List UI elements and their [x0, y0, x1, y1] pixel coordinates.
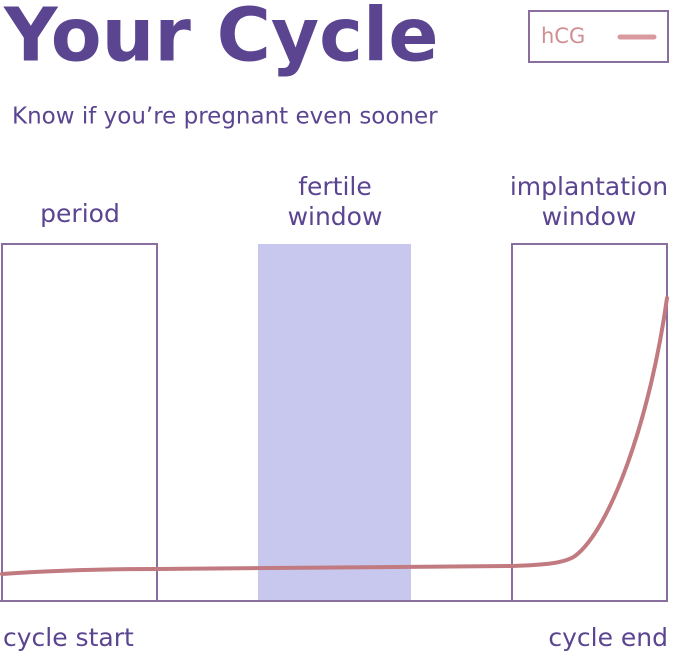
hcg-curve: [0, 296, 669, 576]
region-label: implantation: [510, 172, 668, 201]
region-label: window: [288, 202, 383, 231]
region-label: period: [40, 199, 120, 228]
title: Your Cycle: [3, 0, 439, 79]
region-label: fertile: [298, 172, 372, 201]
subtitle: Know if you’re pregnant even sooner: [12, 104, 438, 130]
implantation-box: [511, 243, 668, 602]
region-label: window: [542, 202, 637, 231]
legend-label: hCG: [541, 24, 585, 48]
fertile-window: [258, 244, 411, 601]
cycle-start: cycle start: [3, 623, 134, 652]
cycle-end: cycle end: [548, 623, 668, 652]
period-box: [1, 243, 158, 602]
legend-box: [528, 10, 669, 63]
